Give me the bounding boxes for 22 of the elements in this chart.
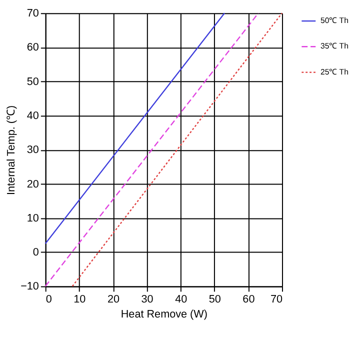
x-tick-label: 50 (208, 294, 221, 306)
legend-label: 35℃ Th (320, 42, 348, 51)
x-axis-title: Heat Remove (W) (120, 308, 208, 320)
y-tick-label: 60 (26, 42, 39, 54)
legend-label: 50℃ Th (320, 16, 348, 25)
y-axis-title: Internal Temp. (℃) (6, 105, 18, 195)
x-tick-label: 10 (74, 294, 86, 306)
y-tick-label: 30 (26, 144, 39, 156)
y-tick-label: 0 (32, 246, 39, 259)
x-tick-label: 30 (141, 294, 154, 306)
y-tick-label: 50 (26, 76, 39, 88)
y-tick-label: 20 (26, 178, 39, 190)
x-tick-label: 20 (107, 294, 120, 306)
legend-label: 25℃ Th (320, 67, 348, 76)
x-tick-label: 40 (175, 294, 188, 306)
y-tick-label: −10 (20, 280, 39, 293)
x-tick-label: 70 (270, 294, 283, 306)
x-tick-label: 60 (242, 294, 255, 306)
y-tick-label: 10 (26, 212, 39, 224)
x-tick-label: 0 (46, 294, 52, 306)
y-tick-label: 40 (26, 110, 39, 122)
y-tick-label: 70 (26, 8, 39, 20)
